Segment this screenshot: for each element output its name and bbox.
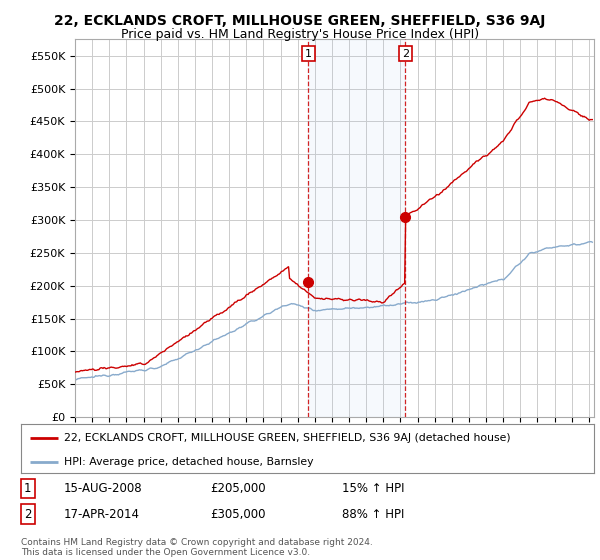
Text: HPI: Average price, detached house, Barnsley: HPI: Average price, detached house, Barn… [64, 458, 313, 468]
Text: 1: 1 [24, 482, 32, 495]
Text: Contains HM Land Registry data © Crown copyright and database right 2024.
This d: Contains HM Land Registry data © Crown c… [21, 538, 373, 557]
Text: 15% ↑ HPI: 15% ↑ HPI [342, 482, 404, 495]
Text: 2: 2 [402, 49, 409, 59]
Text: 22, ECKLANDS CROFT, MILLHOUSE GREEN, SHEFFIELD, S36 9AJ: 22, ECKLANDS CROFT, MILLHOUSE GREEN, SHE… [55, 14, 545, 28]
Text: 15-AUG-2008: 15-AUG-2008 [64, 482, 143, 495]
Text: 1: 1 [305, 49, 312, 59]
Text: 22, ECKLANDS CROFT, MILLHOUSE GREEN, SHEFFIELD, S36 9AJ (detached house): 22, ECKLANDS CROFT, MILLHOUSE GREEN, SHE… [64, 433, 511, 443]
Text: £305,000: £305,000 [210, 508, 266, 521]
Text: 88% ↑ HPI: 88% ↑ HPI [342, 508, 404, 521]
Text: £205,000: £205,000 [210, 482, 266, 495]
Bar [308, 39, 406, 417]
Text: 17-APR-2014: 17-APR-2014 [64, 508, 140, 521]
Text: Price paid vs. HM Land Registry's House Price Index (HPI): Price paid vs. HM Land Registry's House … [121, 28, 479, 41]
Text: 2: 2 [24, 508, 32, 521]
